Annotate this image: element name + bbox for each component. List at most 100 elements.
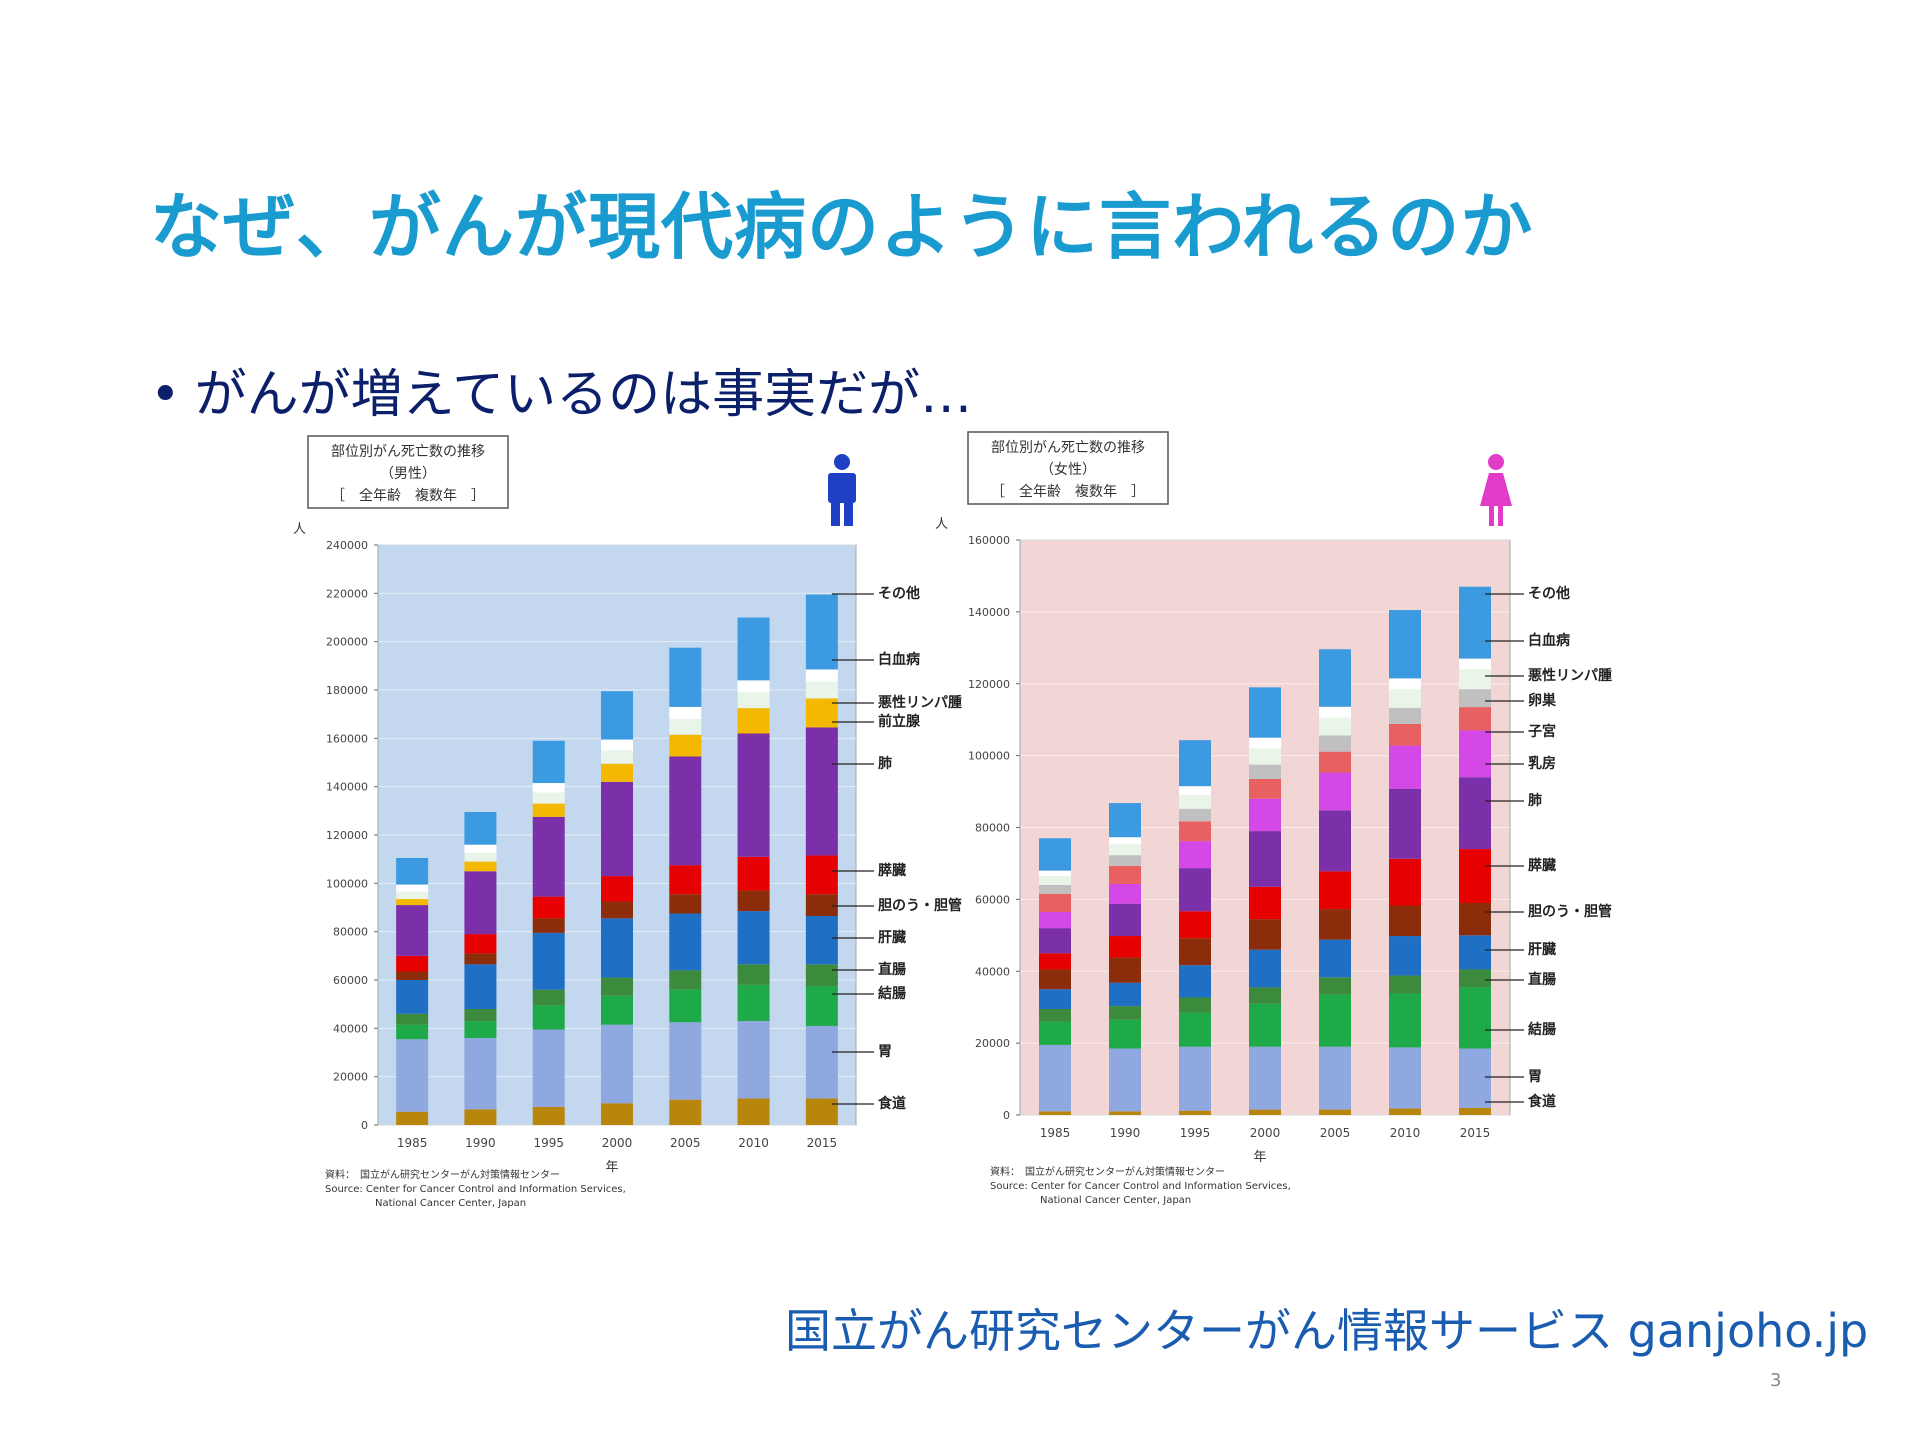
- bar-segment: [1039, 838, 1071, 871]
- bar-segment: [669, 970, 702, 990]
- bar-segment: [805, 594, 838, 670]
- bar-segment: [532, 1029, 565, 1107]
- bar-segment: [1039, 928, 1071, 954]
- chart-male: 部位別がん死亡数の推移 （男性） ［ 全年齢 複数年 ］ 人 0 20000 40000 60…: [293, 435, 962, 1209]
- bar-segment: [464, 1009, 497, 1022]
- bar-segment: [601, 750, 633, 764]
- bar-segment: [737, 964, 770, 985]
- chart-female: 部位別がん死亡数の推移 （女性） ［ 全年齢 複数年 ］ 人 0 20000 40000 60…: [935, 431, 1612, 1206]
- y-tick-label: 200000: [326, 636, 368, 649]
- bar-segment: [1249, 764, 1281, 779]
- bar-segment: [396, 905, 429, 956]
- bar-segment: [1039, 893, 1071, 912]
- bar-segment: [1319, 810, 1351, 872]
- bar-segment: [1179, 1012, 1211, 1047]
- bar-segment: [1109, 936, 1141, 958]
- bar-segment: [805, 986, 838, 1026]
- bar-segment: [805, 681, 838, 699]
- bar-segment: [669, 865, 702, 895]
- bar-segment: [1389, 610, 1421, 679]
- bar-segment: [737, 911, 770, 965]
- figure-head: [1488, 454, 1504, 470]
- y-tick-label: 120000: [326, 829, 368, 842]
- bar-segment: [805, 1098, 838, 1125]
- bar-segment: [532, 792, 565, 804]
- bar-segment: [1109, 1111, 1141, 1115]
- bar-segment: [1249, 987, 1281, 1004]
- y-axis-label: 人: [293, 522, 306, 537]
- series-label: 胃: [1528, 1069, 1542, 1085]
- chart-title: 部位別がん死亡数の推移: [331, 444, 485, 460]
- bar-segment: [1459, 669, 1491, 690]
- bullet-text: がんが増えているのは事実だが…: [194, 365, 973, 425]
- bar-segment: [1459, 969, 1491, 988]
- y-tick-label: 220000: [326, 587, 368, 600]
- bar-segment: [737, 984, 770, 1022]
- figure-leg: [831, 502, 840, 526]
- bar-segment: [601, 918, 633, 978]
- bar-segment: [532, 932, 565, 990]
- bar-segment: [1459, 935, 1491, 970]
- bar-segment: [805, 894, 838, 916]
- y-tick-label: 120000: [968, 678, 1010, 691]
- bar-segment: [396, 857, 429, 885]
- x-tick-label: 2005: [670, 1136, 701, 1150]
- series-label: 悪性リンパ腫: [878, 694, 962, 711]
- bar-segment: [1389, 707, 1421, 724]
- bar-segment: [601, 995, 633, 1025]
- series-label: 卵巣: [1528, 692, 1557, 709]
- bar-segment: [1179, 740, 1211, 787]
- bar-segment: [1459, 586, 1491, 659]
- y-tick-label: 160000: [326, 732, 368, 745]
- bar-segment: [532, 816, 565, 897]
- bullet-marker: •: [150, 365, 181, 425]
- bar-segment: [1319, 1109, 1351, 1115]
- bar-segment: [1459, 730, 1491, 778]
- series-label: 食道: [878, 1095, 906, 1112]
- bar-segment: [1389, 858, 1421, 906]
- bar-segment: [669, 913, 702, 971]
- bar-segment: [1109, 903, 1141, 937]
- y-tick-label: 100000: [326, 877, 368, 890]
- bar-segment: [1109, 957, 1141, 983]
- bar-segment: [1109, 982, 1141, 1007]
- bar-segment: [464, 812, 497, 845]
- source-note: 資料： 国立がん研究センターがん対策情報センター: [325, 1168, 560, 1181]
- bar-segment: [1459, 902, 1491, 936]
- bar-segment: [737, 692, 770, 709]
- bar-segment: [464, 871, 497, 935]
- x-tick-label: 1990: [465, 1136, 496, 1150]
- bar-segment: [737, 890, 770, 912]
- bar-segment: [1179, 997, 1211, 1013]
- bar-segment: [1389, 993, 1421, 1048]
- bar-segment: [1459, 1107, 1491, 1115]
- bar-segment: [1249, 737, 1281, 749]
- bar-segment: [805, 1025, 838, 1099]
- bar-segment: [737, 617, 770, 681]
- y-tick-label: 180000: [326, 684, 368, 697]
- bar-segment: [1249, 798, 1281, 832]
- series-label: 直腸: [1528, 971, 1556, 988]
- bar-segment: [1319, 977, 1351, 995]
- y-tick-label: 60000: [333, 974, 368, 987]
- x-tick-label: 1995: [1180, 1126, 1211, 1140]
- bar-segment: [669, 894, 702, 914]
- figure-dress: [1480, 473, 1512, 506]
- bar-segment: [1389, 936, 1421, 976]
- chart-title: 部位別がん死亡数の推移: [991, 440, 1145, 456]
- source-note: National Cancer Center, Japan: [1040, 1195, 1191, 1206]
- bar-segment: [464, 934, 497, 954]
- x-tick-label: 2005: [1320, 1126, 1351, 1140]
- y-tick-label: 140000: [326, 781, 368, 794]
- y-tick-label: 40000: [975, 965, 1010, 978]
- bar-segment: [1039, 1021, 1071, 1045]
- y-tick-label: 100000: [968, 750, 1010, 763]
- page-number: 3: [1770, 1370, 1782, 1391]
- bar-segment: [601, 876, 633, 902]
- bar-segment: [669, 1099, 702, 1125]
- bar-segment: [1389, 689, 1421, 708]
- bar-segment: [1179, 1046, 1211, 1111]
- bar-segment: [1319, 772, 1351, 811]
- series-label: 膵臓: [1528, 857, 1556, 874]
- bar-segment: [1389, 1108, 1421, 1115]
